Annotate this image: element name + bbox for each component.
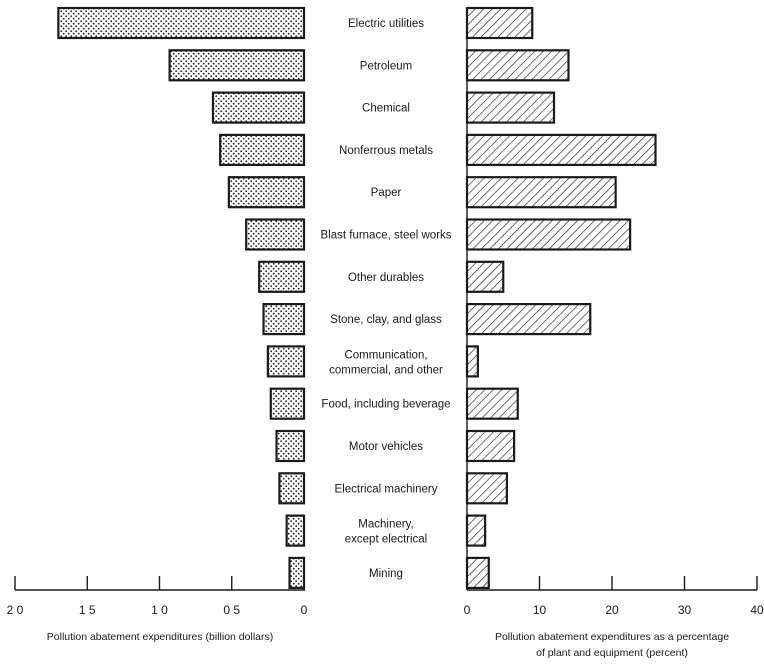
- category-label: Machinery,: [358, 519, 413, 531]
- category-labels-group: Electric utilities Petroleum Chemical Nonfe…: [320, 18, 451, 580]
- left-bar: [266, 345, 306, 378]
- right-bar: [465, 91, 556, 124]
- right-bar: [465, 387, 519, 420]
- category-label: Paper: [371, 187, 402, 199]
- right-bar: [465, 345, 479, 378]
- left-bar: [269, 387, 306, 420]
- left-bar: [285, 514, 306, 547]
- left-ticks-group: 2 0 1 5 1 0 0 5 0: [7, 576, 308, 617]
- right-bars-group: [465, 6, 657, 590]
- category-label: Motor vehicles: [349, 441, 423, 453]
- right-bar: [465, 176, 617, 209]
- right-tick-label: 20: [605, 603, 619, 617]
- category-label: except electrical: [345, 534, 427, 546]
- right-bar: [465, 133, 657, 166]
- category-label: Other durables: [348, 272, 424, 284]
- right-bar: [465, 218, 632, 251]
- category-label: Communication,: [344, 349, 427, 361]
- category-label: Stone, clay, and glass: [330, 314, 442, 326]
- right-bar: [465, 429, 516, 463]
- right-tick-label: 10: [533, 603, 547, 617]
- left-bar: [262, 303, 306, 336]
- category-label: Blast furnace, steel works: [320, 230, 451, 242]
- right-x-axis-label-line-1: Pollution abatement expenditures as a pe…: [495, 631, 729, 643]
- left-bar: [245, 218, 306, 251]
- right-tick-label: 0: [464, 603, 471, 617]
- category-label: Food, including beverage: [321, 399, 450, 411]
- right-bar: [465, 6, 534, 40]
- left-bar: [258, 260, 306, 293]
- left-tick-label: 1 5: [79, 603, 96, 617]
- left-bar: [57, 6, 306, 40]
- left-tick-label: 0 5: [223, 603, 240, 617]
- right-ticks-group: 0 10 20 30 40: [464, 576, 764, 617]
- left-tick-label: 2 0: [7, 603, 24, 617]
- right-bar: [465, 260, 505, 293]
- right-bar: [465, 303, 592, 336]
- left-bar: [278, 472, 306, 505]
- left-bar: [219, 133, 306, 166]
- right-tick-label: 30: [678, 603, 692, 617]
- left-bar: [211, 91, 306, 124]
- category-label: commercial, and other: [329, 364, 443, 376]
- category-label: Electric utilities: [348, 18, 424, 30]
- right-x-axis-label-line-2: of plant and equipment (percent): [536, 647, 688, 659]
- category-label: Electrical machinery: [335, 483, 438, 495]
- right-bar: [465, 556, 490, 590]
- left-x-axis-label: Pollution abatement expenditures (billio…: [47, 631, 273, 643]
- category-label: Chemical: [362, 103, 410, 115]
- left-bar: [168, 49, 306, 82]
- category-label: Petroleum: [360, 60, 412, 72]
- category-label: Nonferrous metals: [339, 145, 433, 157]
- left-tick-label: 1 0: [151, 603, 168, 617]
- left-bars-group: [57, 6, 306, 590]
- left-tick-label: 0: [301, 603, 308, 617]
- right-tick-label: 40: [750, 603, 764, 617]
- left-bar: [275, 429, 306, 463]
- category-label: Mining: [369, 568, 403, 580]
- right-bar: [465, 514, 487, 547]
- left-bar: [227, 176, 306, 209]
- left-bar: [288, 556, 306, 590]
- right-bar: [465, 472, 508, 505]
- right-bar: [465, 49, 570, 82]
